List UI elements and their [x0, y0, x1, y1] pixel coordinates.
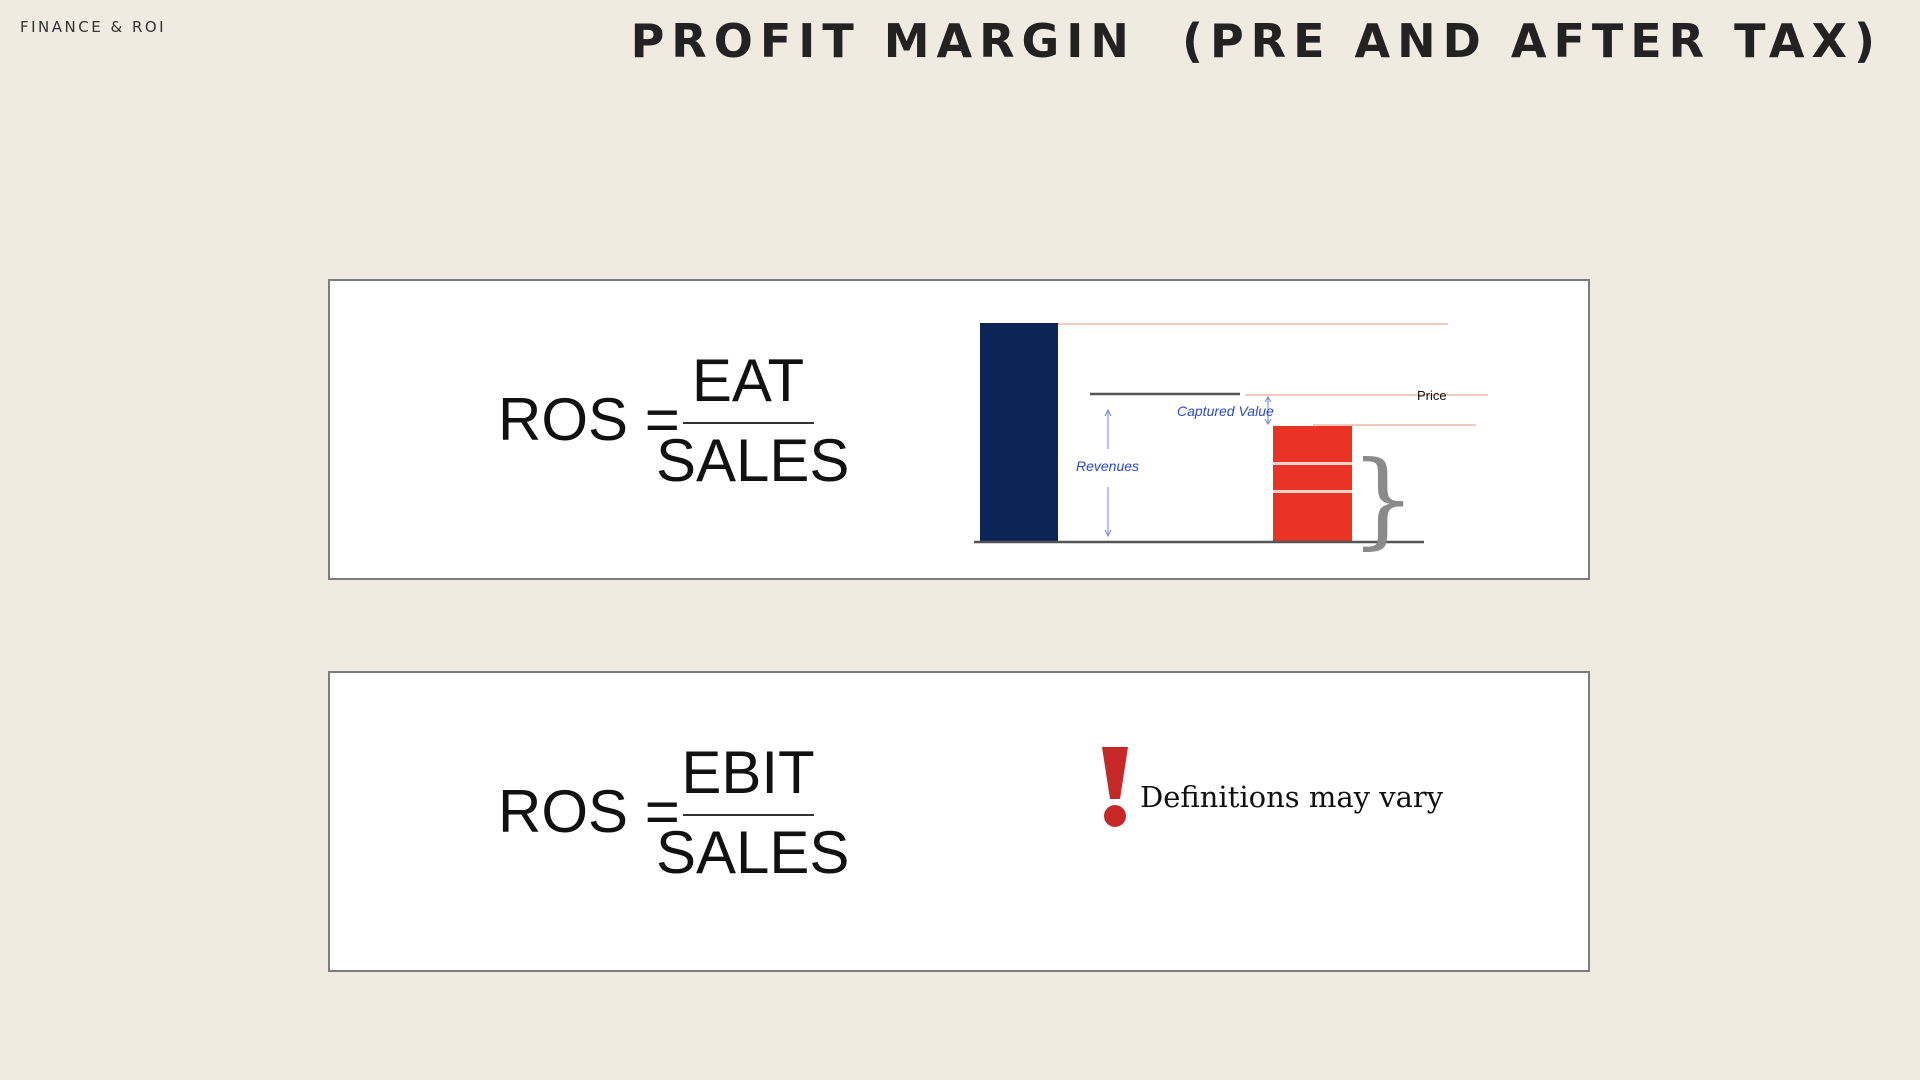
formula-card-ebit: ROS = EBIT SALES Definitions may vary	[328, 671, 1590, 972]
fraction-bar	[683, 422, 814, 424]
formula-lhs: ROS =	[498, 778, 680, 845]
formula-numerator: EBIT	[681, 739, 815, 806]
ros-eat-formula: ROS = EAT SALES	[498, 351, 858, 491]
price-label: Price	[1417, 388, 1447, 403]
definitions-note: Definitions may vary	[1095, 743, 1535, 833]
page-title: PROFIT MARGIN (PRE AND AFTER TAX)	[630, 14, 1882, 68]
value-capture-diagram: } Price Captured Value Revenues	[974, 323, 1488, 560]
formula-lhs: ROS =	[498, 386, 680, 453]
section-label: FINANCE & ROI	[20, 18, 167, 36]
formula-denominator: SALES	[656, 819, 850, 886]
cost-bar-segment	[1273, 493, 1352, 541]
cost-bar-segment	[1273, 465, 1352, 490]
formula-numerator: EAT	[691, 347, 805, 414]
cost-brace-icon: }	[1350, 438, 1416, 560]
formula-card-eat: ROS = EAT SALES } Price	[328, 279, 1590, 580]
formula-denominator: SALES	[656, 427, 850, 494]
revenues-arrowhead-down	[1104, 529, 1112, 538]
cost-bar-segment	[1273, 426, 1352, 462]
captured-value-label: Captured Value	[1177, 403, 1274, 419]
captured-value-arrowhead-down	[1264, 418, 1272, 425]
fraction-bar	[683, 814, 814, 816]
definitions-note-text: Definitions may vary	[1140, 780, 1444, 814]
captured-value-arrowhead-up	[1264, 396, 1272, 403]
exclamation-icon	[1102, 747, 1128, 827]
willingness-to-pay-bar	[980, 323, 1058, 541]
revenues-label: Revenues	[1076, 458, 1139, 474]
ros-ebit-formula: ROS = EBIT SALES	[498, 743, 858, 883]
revenues-arrowhead-up	[1104, 408, 1112, 417]
